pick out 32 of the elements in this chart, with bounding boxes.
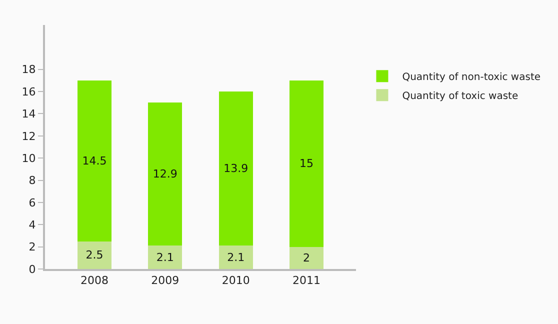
y-tick-label: 4: [28, 218, 36, 232]
bar: [78, 80, 112, 242]
y-tick-label: 14: [22, 108, 36, 121]
data-label: 14.5: [82, 154, 107, 168]
x-tick-label: 2010: [222, 274, 250, 288]
bar: [78, 241, 112, 269]
bar: [218, 246, 253, 269]
data-label: 13.9: [224, 162, 248, 176]
x-tick-label: 2011: [292, 274, 321, 288]
data-label: 2.1: [227, 250, 245, 264]
data-label: 2.1: [156, 250, 174, 264]
y-tick-label: 12: [22, 130, 36, 143]
data-label: 2: [303, 251, 310, 264]
y-tick-label: 6: [28, 196, 36, 210]
legend-label: Quantity of non-toxic waste: [402, 72, 541, 83]
bar: [148, 102, 182, 246]
bar: [290, 80, 324, 247]
bar: [148, 246, 182, 269]
y-tick-label: 8: [28, 174, 36, 188]
y-tick-label: 16: [22, 85, 36, 98]
y-tick-label: 18: [22, 63, 36, 76]
y-tick-label: 2: [28, 240, 36, 254]
bar: [218, 92, 253, 246]
x-tick-label: 2009: [151, 274, 180, 288]
legend-label: Quantity of toxic waste: [402, 91, 518, 102]
x-tick-label: 2008: [80, 274, 108, 288]
data-label: 12.9: [152, 168, 178, 181]
data-label: 15: [300, 157, 314, 170]
data-label: 2.5: [86, 248, 104, 262]
y-tick-label: 0: [28, 262, 36, 276]
y-tick-label: 10: [22, 152, 36, 165]
bar: [290, 246, 324, 269]
